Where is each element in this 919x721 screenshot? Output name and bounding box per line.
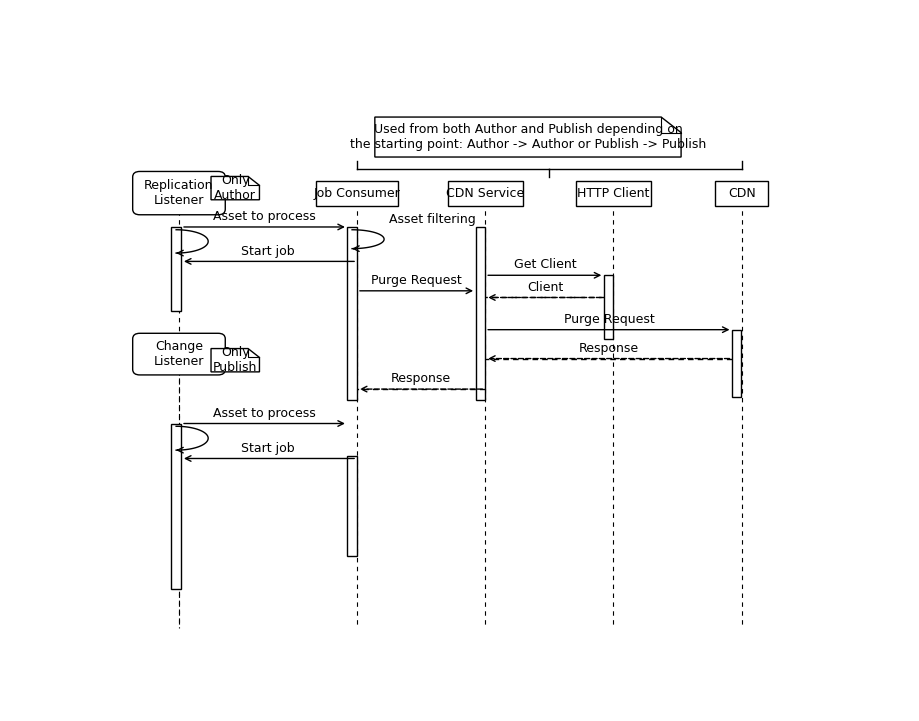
Text: Response: Response [579, 342, 640, 355]
Polygon shape [375, 117, 681, 157]
Text: Start job: Start job [241, 441, 295, 455]
FancyBboxPatch shape [132, 333, 225, 375]
Text: Replication
Listener: Replication Listener [144, 179, 214, 207]
Text: Asset to process: Asset to process [213, 210, 316, 223]
FancyBboxPatch shape [715, 181, 768, 205]
Text: Only
Publish: Only Publish [213, 346, 257, 374]
Text: Used from both Author and Publish depending on
the starting point: Author -> Aut: Used from both Author and Publish depend… [350, 123, 706, 151]
Text: Purge Request: Purge Request [563, 313, 654, 326]
Polygon shape [211, 177, 259, 200]
Text: Asset filtering: Asset filtering [389, 213, 476, 226]
Bar [172, 423, 181, 589]
Text: Purge Request: Purge Request [371, 274, 462, 287]
FancyBboxPatch shape [132, 172, 225, 215]
Text: CDN: CDN [728, 187, 755, 200]
Text: Job Consumer: Job Consumer [313, 187, 401, 200]
FancyBboxPatch shape [576, 181, 651, 205]
Text: Asset to process: Asset to process [213, 407, 316, 420]
Text: HTTP Client: HTTP Client [577, 187, 650, 200]
FancyBboxPatch shape [448, 181, 523, 205]
Text: Change
Listener: Change Listener [153, 340, 204, 368]
Text: Only
Author: Only Author [214, 174, 256, 202]
Text: CDN Service: CDN Service [446, 187, 525, 200]
Text: Client: Client [527, 280, 563, 293]
Text: Response: Response [391, 372, 451, 385]
FancyBboxPatch shape [316, 181, 398, 205]
Bar [604, 275, 613, 339]
Text: Start job: Start job [241, 244, 295, 257]
Bar [732, 329, 742, 397]
Bar [172, 227, 181, 311]
Bar [347, 227, 357, 400]
Bar [347, 456, 357, 556]
Polygon shape [211, 348, 259, 372]
Text: Get Client: Get Client [514, 258, 576, 271]
Bar [476, 227, 485, 400]
